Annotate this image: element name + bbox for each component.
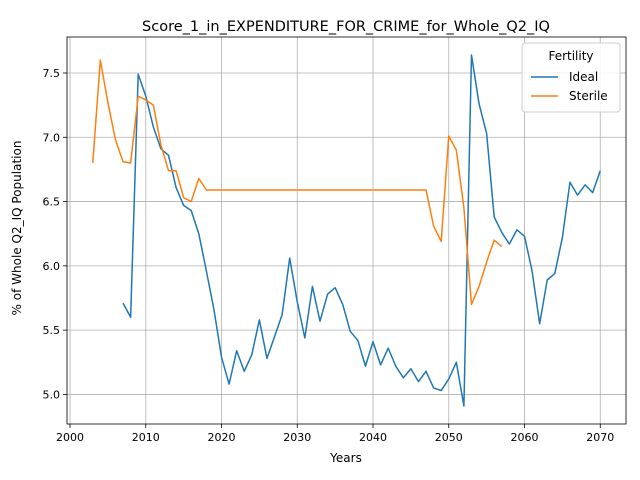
y-tick-label: 7.5 xyxy=(43,67,61,80)
legend-entry-ideal: Ideal xyxy=(569,70,598,84)
x-tick-label: 2040 xyxy=(359,431,387,444)
x-tick-label: 2010 xyxy=(132,431,160,444)
y-tick-label: 5.5 xyxy=(43,324,61,337)
x-tick-label: 2000 xyxy=(56,431,84,444)
y-tick-label: 6.5 xyxy=(43,196,61,209)
plot-frame xyxy=(66,36,627,425)
series-lines xyxy=(92,54,601,407)
x-tick-label: 2030 xyxy=(283,431,311,444)
legend: Fertility Ideal Sterile xyxy=(521,42,621,113)
y-tick-label: 5.0 xyxy=(43,388,61,401)
y-axis-label: % of Whole Q2_IQ Population xyxy=(10,141,24,316)
y-tick-label: 7.0 xyxy=(43,131,61,144)
series-line-ideal xyxy=(122,54,601,407)
x-axis-label: Years xyxy=(329,451,362,465)
chart-title: Score_1_in_EXPENDITURE_FOR_CRIME_for_Who… xyxy=(142,19,550,35)
x-axis-ticks: 2000 2010 2020 2030 2040 2050 2060 2070 xyxy=(56,424,614,444)
x-tick-label: 2060 xyxy=(511,431,539,444)
x-tick-label: 2050 xyxy=(435,431,463,444)
series-line-sterile xyxy=(92,59,503,306)
x-tick-label: 2070 xyxy=(586,431,614,444)
x-tick-label: 2020 xyxy=(208,431,236,444)
legend-box xyxy=(521,42,621,113)
y-axis-ticks: 5.0 5.5 6.0 6.5 7.0 7.5 xyxy=(43,67,67,401)
legend-entry-sterile: Sterile xyxy=(569,89,608,103)
y-tick-label: 6.0 xyxy=(43,260,61,273)
legend-title: Fertility xyxy=(548,49,593,63)
